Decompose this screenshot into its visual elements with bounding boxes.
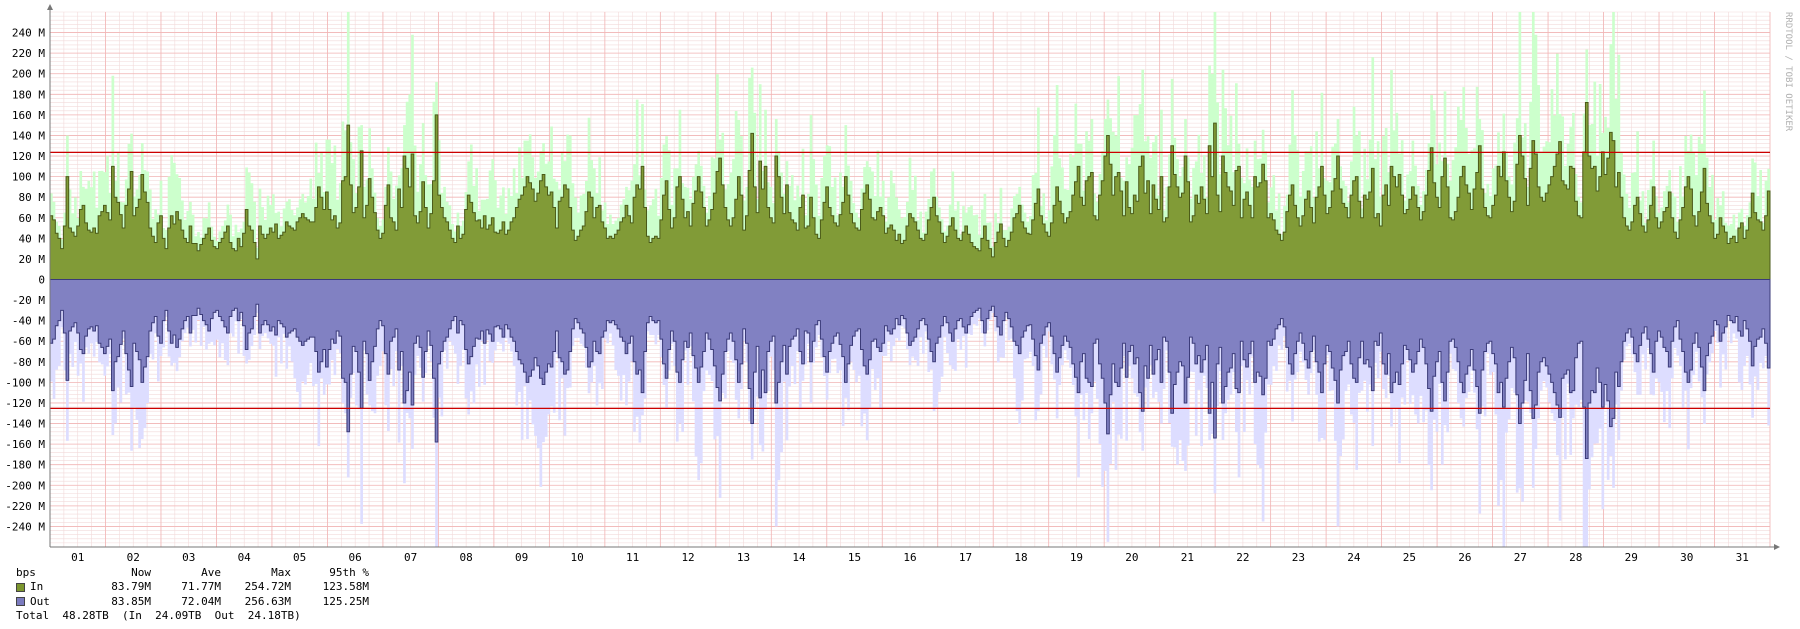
x-tick-label: 13 [737,551,750,564]
y-tick-label: -40 M [12,315,45,328]
x-tick-label: 27 [1514,551,1527,564]
y-tick-label: 0 [38,274,45,287]
y-tick-label: -140 M [5,418,45,431]
series-in-area [49,102,1771,280]
y-axis-labels: 240 M 220 M 200 M 180 M 160 M 140 M 120 M 100 M… [5,27,45,534]
x-axis-labels: 01 02 03 04 05 06 07 08 09 10 11 12 13 14 15 16 17 18 19 20… [71,551,1749,564]
legend-header-now: Now [131,566,151,579]
x-tick-label: 05 [293,551,306,564]
traffic-chart: 240 M 220 M 200 M 180 M 160 M 140 M 120 M 100 M… [5,4,1793,564]
series-out-area [49,279,1771,460]
x-tick-label: 14 [792,551,806,564]
x-tick-label: 08 [460,551,473,564]
x-tick-label: 02 [127,551,140,564]
x-tick-label: 26 [1458,551,1471,564]
y-tick-label: 100 M [12,171,45,184]
x-tick-label: 31 [1736,551,1749,564]
legend-row-in: In 83.79M 71.77M 254.72M 123.58M [16,580,369,594]
legend-out-p95: 125.25M [322,594,369,608]
legend-in-max: 254.72M [244,580,291,594]
x-tick-label: 16 [903,551,916,564]
x-tick-label: 21 [1181,551,1194,564]
average-areas [49,102,1771,460]
y-tick-label: 80 M [19,191,46,204]
x-tick-label: 25 [1403,551,1416,564]
x-tick-label: 04 [238,551,252,564]
x-tick-label: 10 [570,551,583,564]
y-tick-label: -160 M [5,438,45,451]
percentile-lines [50,151,1770,409]
y-tick-label: 60 M [19,212,46,225]
x-tick-label: 17 [959,551,972,564]
axes [47,4,1780,550]
legend-total: Total 48.28TB (In 24.09TB Out 24.18TB) [16,609,301,623]
y-tick-label: 240 M [12,27,45,40]
y-tick-label: -220 M [5,500,45,513]
y-tick-label: -60 M [12,335,45,348]
x-tick-label: 18 [1014,551,1027,564]
x-tick-label: 24 [1347,551,1361,564]
legend-header-p95: 95th % [329,566,369,579]
y-tick-label: -80 M [12,356,45,369]
y-tick-label: -20 M [12,294,45,307]
legend-swatch-out [16,597,25,607]
y-tick-label: 160 M [12,109,45,122]
x-tick-label: 29 [1625,551,1638,564]
legend-out-ave: 72.04M [181,594,221,608]
x-tick-label: 07 [404,551,417,564]
legend-header: bps Now Ave Max 95th % [16,566,369,580]
legend-label-in: In [30,580,44,594]
y-tick-label: -100 M [5,376,45,389]
y-tick-label: 220 M [12,47,45,60]
x-axis-arrow [1774,544,1780,550]
legend: bps Now Ave Max 95th % In 83.79M 71.77M … [16,566,369,624]
legend-out-now: 83.85M [111,594,151,608]
x-tick-label: 23 [1292,551,1305,564]
x-tick-label: 06 [349,551,362,564]
x-tick-label: 20 [1125,551,1138,564]
legend-header-max: Max [271,566,291,579]
y-tick-label: 200 M [12,68,45,81]
y-tick-label: 20 M [19,253,46,266]
x-tick-label: 15 [848,551,861,564]
legend-header-unit: bps [16,566,36,579]
legend-header-ave: Ave [201,566,221,579]
legend-label-out: Out [30,594,50,608]
legend-swatch-in [16,583,25,593]
x-tick-label: 01 [71,551,84,564]
y-tick-label: 40 M [19,232,46,245]
y-tick-label: -240 M [5,520,45,533]
legend-in-ave: 71.77M [181,580,221,594]
y-tick-label: -120 M [5,397,45,410]
y-tick-label: -180 M [5,459,45,472]
x-tick-label: 11 [626,551,639,564]
x-tick-label: 19 [1070,551,1083,564]
legend-in-now: 83.79M [111,580,151,594]
watermark: RRDTOOL / TOBI OETIKER [1783,12,1793,132]
y-axis-arrow [47,4,53,10]
x-tick-label: 09 [515,551,528,564]
y-tick-label: 140 M [12,129,45,142]
y-tick-label: 120 M [12,150,45,163]
x-tick-label: 28 [1569,551,1582,564]
y-tick-label: -200 M [5,479,45,492]
legend-in-p95: 123.58M [322,580,369,594]
legend-out-max: 256.63M [244,594,291,608]
x-tick-label: 30 [1680,551,1693,564]
x-tick-label: 12 [681,551,694,564]
y-tick-label: 180 M [12,88,45,101]
x-tick-label: 03 [182,551,195,564]
x-tick-label: 22 [1236,551,1249,564]
legend-row-out: Out 83.85M 72.04M 256.63M 125.25M [16,595,369,609]
